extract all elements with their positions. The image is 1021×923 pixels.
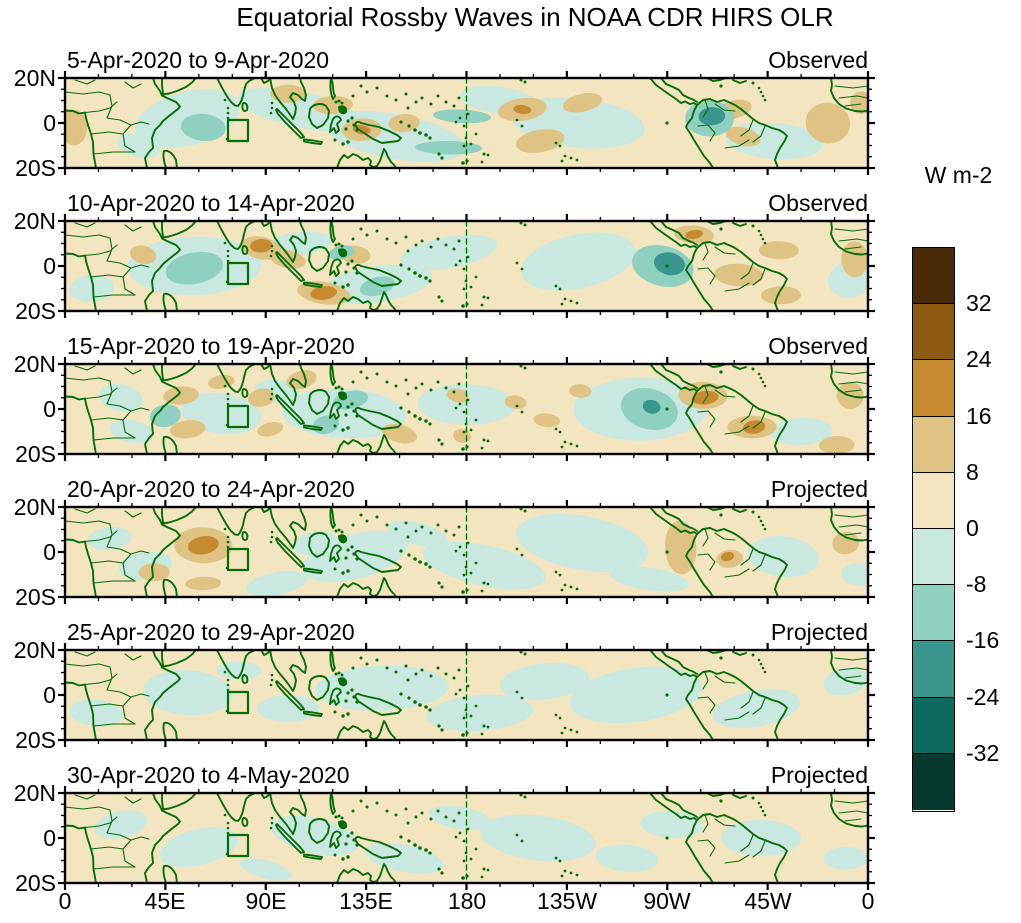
lat-label-0: 0 xyxy=(43,253,56,279)
map-canvas xyxy=(58,643,875,747)
colorbar-segment xyxy=(913,304,954,361)
colorbar-segment xyxy=(913,585,954,642)
lat-label-20n: 20N xyxy=(13,351,56,377)
panel-2: 10-Apr-2020 to 14-Apr-2020 Observed 20N … xyxy=(0,185,1021,328)
lat-label-20s: 20S xyxy=(15,727,56,753)
panel-3: 15-Apr-2020 to 19-Apr-2020 Observed 20N … xyxy=(0,328,1021,471)
panel-date-range: 15-Apr-2020 to 19-Apr-2020 xyxy=(67,333,355,359)
panel-status-label: Projected xyxy=(770,619,868,645)
colorbar-units-label: W m-2 xyxy=(924,162,993,188)
map-canvas xyxy=(58,71,875,175)
panel-5: 25-Apr-2020 to 29-Apr-2020 Projected 20N… xyxy=(0,614,1021,757)
colorbar-segment xyxy=(913,360,954,417)
panel-header: 5-Apr-2020 to 9-Apr-2020 Observed xyxy=(65,42,868,74)
map-canvas xyxy=(58,500,875,604)
colorbar-segment xyxy=(913,528,954,586)
colorbar-segment xyxy=(913,472,954,529)
colorbar-tick-label: -32 xyxy=(966,739,1000,766)
lat-label-20n: 20N xyxy=(13,494,56,520)
longitude-axis: 0 45E 90E 135E 180 135W 90W 45W 0 xyxy=(0,888,1021,918)
lat-label-0: 0 xyxy=(43,682,56,708)
panel-status-label: Projected xyxy=(770,762,868,788)
panel-date-range: 5-Apr-2020 to 9-Apr-2020 xyxy=(67,47,330,73)
map-canvas xyxy=(58,214,875,318)
colorbar-segment xyxy=(913,416,954,473)
lat-label-0: 0 xyxy=(43,396,56,422)
colorbar-tick-label: -8 xyxy=(966,571,987,598)
panel-6: 30-Apr-2020 to 4-May-2020 Projected 20N … xyxy=(0,757,1021,900)
lat-label-20n: 20N xyxy=(13,208,56,234)
panel-header: 20-Apr-2020 to 24-Apr-2020 Projected xyxy=(65,471,868,503)
colorbar-segment xyxy=(913,641,954,698)
colorbar-segment xyxy=(913,753,954,810)
lat-label-20n: 20N xyxy=(13,637,56,663)
panel-header: 25-Apr-2020 to 29-Apr-2020 Projected xyxy=(65,614,868,646)
lon-tick-label: 0 xyxy=(861,888,875,914)
colorbar-tick-label: 16 xyxy=(966,402,992,429)
colorbar xyxy=(912,247,955,812)
colorbar-tick-label: 0 xyxy=(966,515,979,541)
colorbar-segment xyxy=(913,697,954,754)
lat-label-20s: 20S xyxy=(15,441,56,467)
lon-tick-label: 135E xyxy=(339,888,393,914)
panel-header: 15-Apr-2020 to 19-Apr-2020 Observed xyxy=(65,328,868,360)
lat-label-0: 0 xyxy=(43,825,56,851)
lon-tick-label: 90W xyxy=(643,888,691,914)
panel-status-label: Observed xyxy=(768,190,868,216)
lat-label-20n: 20N xyxy=(13,65,56,91)
panel-header: 30-Apr-2020 to 4-May-2020 Projected xyxy=(65,757,868,789)
lat-label-20s: 20S xyxy=(15,584,56,610)
panel-4: 20-Apr-2020 to 24-Apr-2020 Projected 20N… xyxy=(0,471,1021,614)
panel-status-label: Observed xyxy=(768,47,868,73)
map-canvas xyxy=(58,786,875,890)
lon-tick-label: 0 xyxy=(58,888,72,914)
lat-label-20s: 20S xyxy=(15,155,56,181)
figure-title: Equatorial Rossby Waves in NOAA CDR HIRS… xyxy=(236,2,834,32)
lat-label-20s: 20S xyxy=(15,870,56,896)
panel-1: 5-Apr-2020 to 9-Apr-2020 Observed 20N 0 … xyxy=(0,42,1021,185)
panel-date-range: 10-Apr-2020 to 14-Apr-2020 xyxy=(67,190,355,216)
lon-tick-label: 45W xyxy=(744,888,792,914)
panel-date-range: 25-Apr-2020 to 29-Apr-2020 xyxy=(67,619,355,645)
colorbar-tick-label: -24 xyxy=(966,683,1000,710)
colorbar-tick-label: -16 xyxy=(966,627,1000,654)
lat-label-0: 0 xyxy=(43,110,56,136)
lon-tick-label: 90E xyxy=(245,888,287,914)
lon-tick-label: 45E xyxy=(144,888,186,914)
lat-label-0: 0 xyxy=(43,539,56,565)
colorbar-tick-label: 32 xyxy=(966,290,992,317)
colorbar-tick-label: 8 xyxy=(966,458,979,485)
panel-date-range: 20-Apr-2020 to 24-Apr-2020 xyxy=(67,476,355,502)
panel-status-label: Observed xyxy=(768,333,868,359)
map-canvas xyxy=(58,357,875,461)
lat-label-20s: 20S xyxy=(15,298,56,324)
panel-date-range: 30-Apr-2020 to 4-May-2020 xyxy=(67,762,350,788)
lon-tick-label: 180 xyxy=(447,888,487,914)
panel-header: 10-Apr-2020 to 14-Apr-2020 Observed xyxy=(65,185,868,217)
lon-tick-label: 135W xyxy=(536,888,598,914)
colorbar-segment xyxy=(913,248,954,305)
lat-label-20n: 20N xyxy=(13,780,56,806)
colorbar-tick-label: 24 xyxy=(966,346,992,373)
panel-status-label: Projected xyxy=(770,476,868,502)
